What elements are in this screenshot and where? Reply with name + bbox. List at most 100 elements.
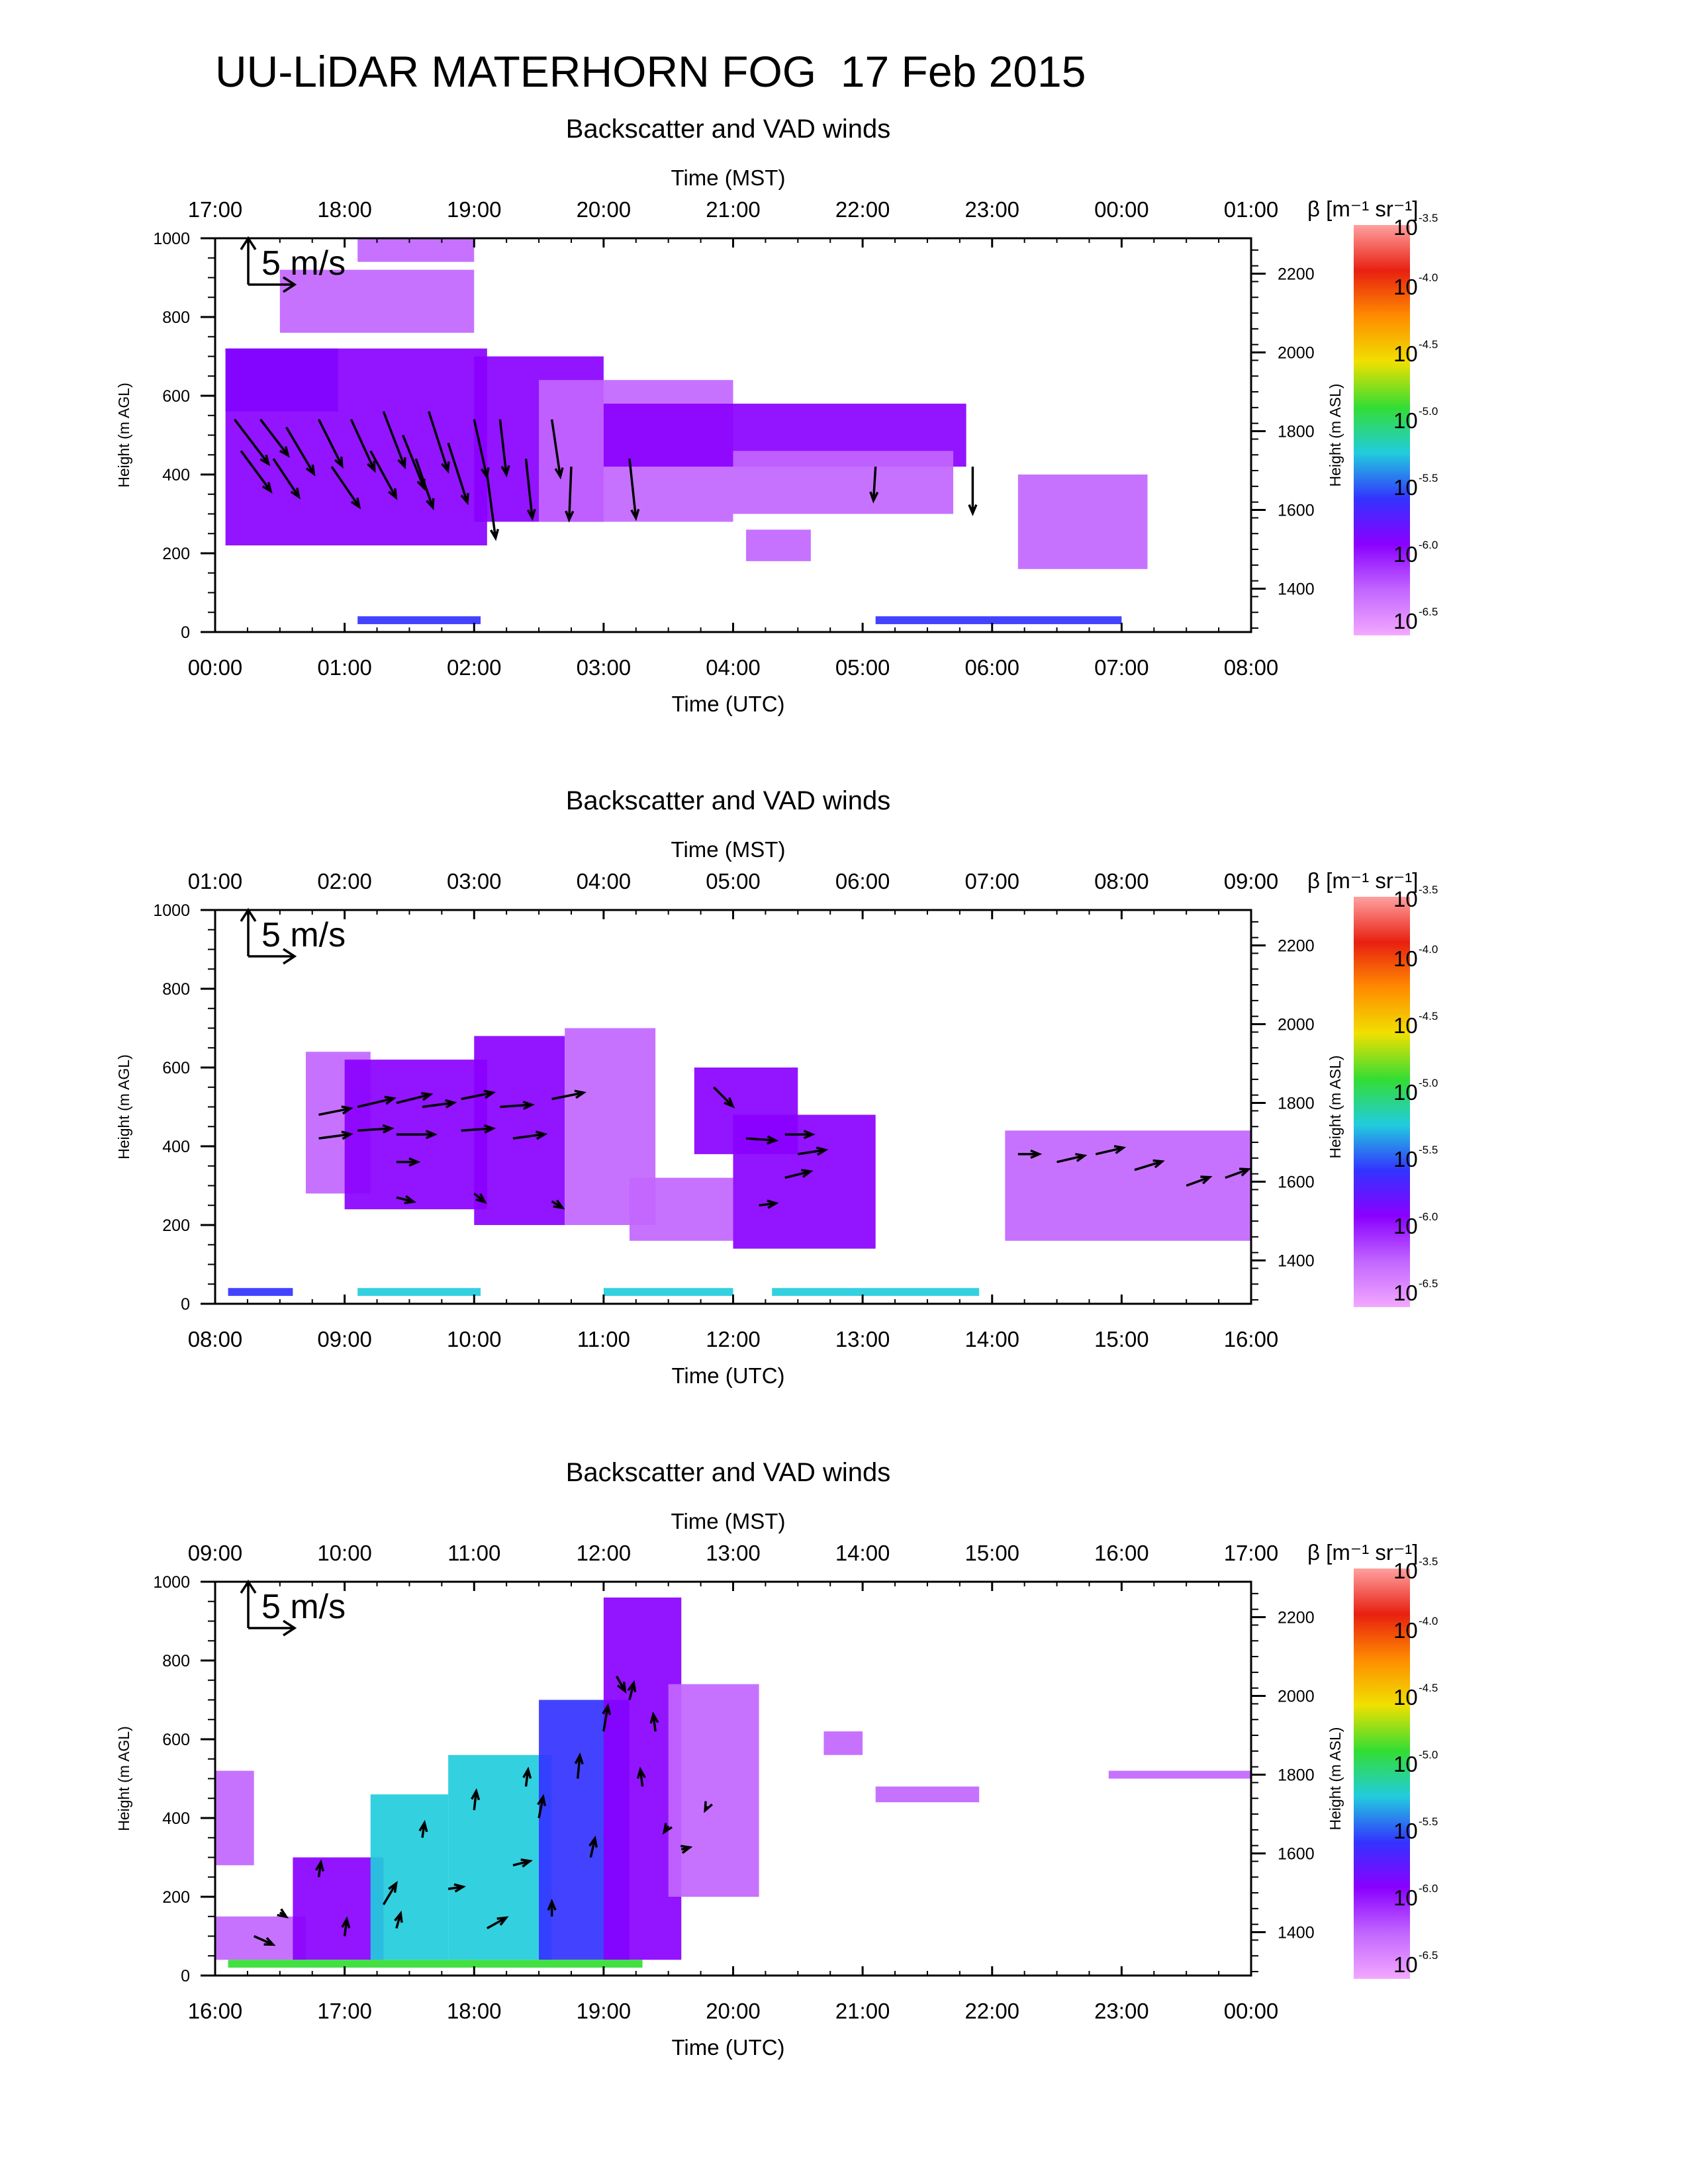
y-tick-label: 800 [162,980,190,999]
x2-tick-label: 16:00 [1094,1541,1149,1565]
y-tick-label: 600 [162,1059,190,1077]
backscatter-cell [875,616,1122,625]
y-tick-label: 800 [162,308,190,327]
colorbar-top-exponent: -3.5 [1419,1555,1438,1568]
y2-tick-label: 1800 [1278,423,1315,441]
colorbar-top-base: 10 [1393,1559,1418,1583]
colorbar: β [m⁻¹ sr⁻¹]10 -3.510 -4.010 -4.510 -5.010 -5… [1307,868,1438,1307]
colorbar-tick-exponent: -6.5 [1419,1949,1438,1962]
left-axis-label: Height (m AGL) [115,1726,132,1831]
colorbar-label: β [m⁻¹ sr⁻¹] [1307,197,1418,221]
bottom-axis-label: Time (UTC) [671,692,784,716]
panel-title: Backscatter and VAD winds [566,114,891,144]
wind-arrow [784,1169,814,1179]
wind-arrow [500,1101,535,1111]
y-tick-label: 1000 [153,230,190,248]
colorbar-tick-exponent: -6.5 [1419,606,1438,618]
x-tick-label: 22:00 [964,1999,1019,2023]
backscatter-cell [823,1731,863,1755]
colorbar-tick-base: 10 [1393,1819,1418,1843]
backscatter-field [225,238,1148,625]
wind-arrow [547,1898,557,1917]
y-tick-label: 0 [181,1967,190,1985]
backscatter-field [215,1597,1251,1968]
wind-arrow [350,418,376,473]
colorbar-tick-exponent: -5.5 [1419,1144,1438,1156]
x2-tick-label: 04:00 [577,869,632,893]
x2-tick-label: 13:00 [706,1541,761,1565]
wind-arrow [615,1675,627,1694]
wind-arrow [461,1089,496,1101]
wind-vectors [318,1086,1252,1210]
wind-arrow [636,1766,646,1787]
wind-arrow [704,1801,713,1813]
colorbar-tick-exponent: -4.5 [1419,1682,1438,1694]
x2-tick-label: 20:00 [577,197,632,222]
backscatter-cell [225,348,487,546]
wind-arrow [745,1135,779,1145]
wind-arrow [662,1823,673,1835]
chart-panel-1: Backscatter and VAD winds Time (MST) 00:00… [115,114,1438,716]
wind-arrow [318,1130,353,1140]
wind-arrow [396,1091,434,1105]
colorbar-tick-base: 10 [1393,1752,1418,1776]
wind-arrow [394,1910,403,1929]
x2-tick-label: 01:00 [188,869,243,893]
x2-tick-label: 18:00 [317,197,372,222]
left-axis-label: Height (m AGL) [115,1054,132,1160]
colorbar-tick-exponent: -5.0 [1419,1077,1438,1089]
panel-title: Backscatter and VAD winds [566,786,891,815]
wind-arrow [285,426,316,477]
colorbar-tick-exponent: -5.5 [1419,1815,1438,1828]
colorbar-label: β [m⁻¹ sr⁻¹] [1307,868,1418,893]
colorbar-top-exponent: -3.5 [1419,884,1438,896]
colorbar-tick-base: 10 [1393,341,1418,366]
wind-arrow [233,418,271,467]
backscatter-cell [630,1177,733,1241]
wind-arrow [396,1195,416,1205]
wind-arrow [318,1105,353,1116]
wind-arrow [588,1835,598,1858]
wind-arrow [602,1703,612,1732]
backscatter-cell [603,1288,733,1297]
colorbar-tick-exponent: -4.0 [1419,1615,1438,1627]
x2-tick-label: 21:00 [706,197,761,222]
x2-tick-label: 10:00 [317,1541,372,1565]
scale-arrow-glyph [240,907,297,965]
wind-arrow [382,1881,398,1905]
y-tick-label: 200 [162,1216,190,1235]
y-tick-label: 200 [162,545,190,563]
wind-arrow [1134,1159,1165,1171]
colorbar-gradient [1354,897,1410,1307]
colorbar-tick-base: 10 [1393,946,1418,971]
colorbar-tick-base: 10 [1393,1013,1418,1038]
backscatter-cell [733,451,954,514]
y-tick-label: 400 [162,1809,190,1828]
colorbar-gradient [1354,225,1410,635]
wind-arrow [317,418,344,469]
colorbar-tick-exponent: -5.0 [1419,405,1438,418]
wind-arrow [414,458,435,511]
x-tick-label: 07:00 [1094,655,1149,680]
y2-tick-label: 2200 [1278,265,1315,284]
wind-arrow [447,442,469,506]
wind-arrow [418,1819,428,1838]
y2-tick-label: 1800 [1278,1766,1315,1785]
x-tick-label: 08:00 [188,1327,243,1351]
x-tick-label: 06:00 [964,655,1019,680]
x2-tick-label: 11:00 [447,1541,500,1565]
wind-arrow [627,1680,637,1700]
scale-arrow: 5 m/s [240,1579,346,1637]
wind-arrow [447,1883,466,1893]
y2-tick-label: 1800 [1278,1095,1315,1113]
wind-arrow [396,1157,421,1167]
colorbar-tick-base: 10 [1393,1214,1418,1238]
wind-arrow [869,466,879,504]
x-tick-label: 21:00 [835,1999,890,2023]
colorbar-tick-base: 10 [1393,1618,1418,1643]
top-axis-label: Time (MST) [671,1509,786,1533]
colorbar-top-base: 10 [1393,215,1418,240]
scale-arrow: 5 m/s [240,236,346,293]
wind-arrow [461,1124,496,1134]
wind-arrow [680,1844,693,1854]
